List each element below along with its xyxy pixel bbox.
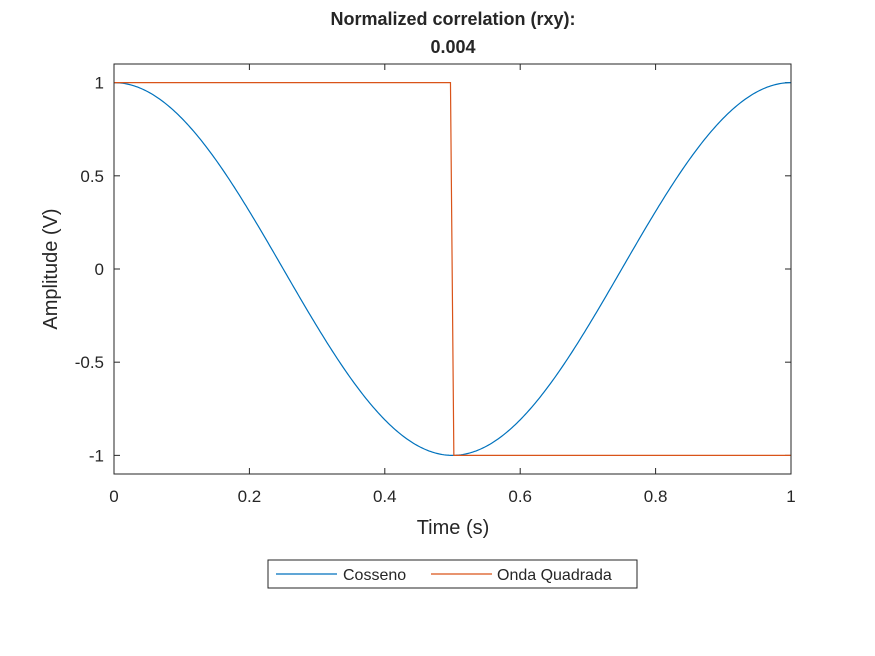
x-tick-label: 0.2 — [238, 487, 262, 506]
x-axis-label: Time (s) — [417, 517, 490, 539]
y-tick-label: 1 — [95, 74, 104, 93]
legend-label-onda-quadrada: Onda Quadrada — [497, 567, 612, 584]
legend[interactable]: Cosseno Onda Quadrada — [267, 559, 638, 589]
y-tick-label: 0.5 — [80, 167, 104, 186]
x-tick-label: 0.8 — [644, 487, 668, 506]
x-tick-label: 0 — [109, 487, 118, 506]
series-line-cosseno — [113, 82, 792, 456]
x-tick-label: 1 — [786, 487, 795, 506]
legend-label-cosseno: Cosseno — [343, 567, 406, 584]
axes-box — [113, 63, 792, 475]
y-tick-label: 0 — [95, 260, 104, 279]
chart-title-line-1: Normalized correlation (rxy): — [330, 9, 575, 29]
chart-title-line-2: 0.004 — [430, 37, 475, 57]
y-tick-label: -1 — [89, 446, 104, 465]
x-tick-label: 0.4 — [373, 487, 397, 506]
y-axis-label: Amplitude (V) — [40, 208, 62, 329]
series-line-onda-quadrada — [114, 82, 791, 456]
series-lines — [113, 82, 792, 456]
y-tick-label: -0.5 — [75, 353, 104, 372]
x-tick-label: 0.6 — [508, 487, 532, 506]
axis-ticks: 0 0.2 0.4 0.6 0.8 1 1 0.5 0 -0.5 -1 — [75, 64, 796, 506]
